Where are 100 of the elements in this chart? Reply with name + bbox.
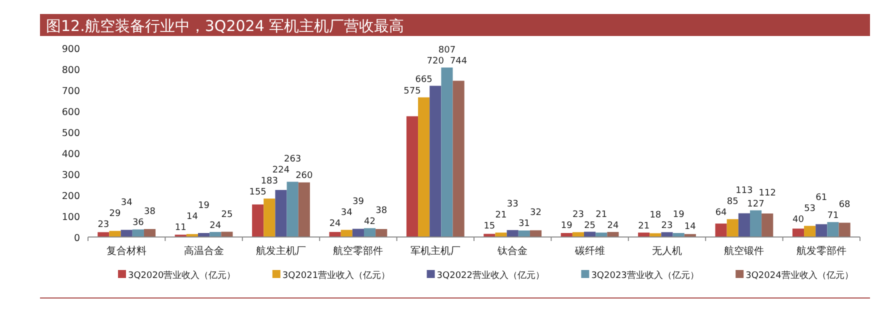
bar	[98, 232, 110, 237]
data-label: 113	[736, 186, 753, 196]
bar	[607, 232, 619, 237]
data-label: 155	[249, 188, 266, 198]
x-tick-label: 复合材料	[106, 245, 147, 257]
data-label: 24	[210, 220, 222, 231]
data-label: 744	[450, 56, 468, 67]
bar	[340, 230, 352, 237]
bar	[650, 233, 662, 237]
bar	[715, 224, 727, 237]
bar	[430, 86, 442, 237]
data-label: 224	[272, 166, 290, 176]
bar	[418, 97, 430, 237]
data-label: 24	[329, 218, 342, 229]
data-label: 19	[672, 210, 685, 220]
data-label: 29	[109, 208, 122, 219]
x-tick-label: 无人机	[652, 245, 682, 257]
bar	[738, 213, 750, 237]
bar	[120, 230, 132, 237]
bar	[364, 228, 376, 237]
x-tick-label: 航发主机厂	[256, 245, 306, 257]
data-label: 575	[404, 86, 421, 96]
x-tick-label: 钛合金	[496, 245, 528, 257]
data-label: 21	[495, 210, 507, 221]
bar	[762, 213, 774, 237]
data-label: 34	[340, 208, 353, 218]
data-label: 19	[560, 221, 573, 232]
bar	[406, 116, 418, 237]
y-tick-label: 200	[62, 191, 80, 202]
bar	[286, 182, 298, 237]
data-label: 53	[804, 204, 816, 214]
bar	[792, 228, 804, 237]
data-label: 25	[221, 210, 233, 220]
data-label: 19	[198, 201, 210, 212]
bar	[298, 182, 310, 237]
bar	[132, 229, 144, 237]
y-tick-label: 100	[62, 212, 80, 223]
data-label: 21	[596, 210, 608, 220]
y-tick-label: 600	[62, 107, 80, 118]
data-label: 11	[174, 223, 186, 234]
data-label: 23	[98, 220, 110, 230]
data-label: 18	[650, 210, 662, 221]
data-label: 85	[726, 197, 738, 208]
y-tick-label: 500	[62, 128, 80, 139]
x-tick-label: 航空锻件	[724, 245, 764, 257]
y-tick-label: 0	[74, 233, 80, 244]
bar	[518, 230, 530, 237]
x-tick-label: 高温合金	[184, 245, 224, 257]
data-label: 260	[296, 170, 314, 181]
data-label: 71	[827, 211, 839, 222]
data-label: 38	[144, 207, 156, 218]
y-tick-label: 300	[62, 170, 80, 181]
y-tick-label: 900	[62, 44, 80, 55]
y-tick-label: 700	[62, 86, 80, 97]
data-label: 61	[816, 192, 828, 203]
data-label: 23	[572, 210, 584, 220]
data-label: 33	[506, 200, 518, 210]
bar	[661, 232, 673, 237]
data-label: 807	[438, 46, 456, 56]
data-label: 38	[376, 206, 388, 216]
bar	[750, 210, 762, 237]
y-tick-label: 800	[62, 65, 80, 76]
data-label: 31	[518, 219, 530, 230]
data-label: 42	[364, 217, 376, 228]
data-label: 720	[426, 56, 444, 67]
bar	[144, 229, 156, 237]
bar	[506, 230, 518, 237]
data-label: 64	[715, 208, 728, 218]
bar	[275, 190, 287, 237]
data-label: 14	[684, 222, 696, 232]
bar	[596, 232, 608, 237]
data-label: 665	[415, 74, 432, 85]
data-label: 183	[260, 176, 278, 187]
data-label: 112	[758, 188, 776, 198]
x-tick-label: 军机主机厂	[410, 245, 460, 257]
legend-label: 3Q2023营业收入（亿元）	[591, 270, 699, 281]
data-label: 15	[484, 222, 496, 232]
bar	[816, 224, 828, 237]
bar	[252, 204, 264, 237]
bar	[572, 232, 584, 237]
data-label: 24	[607, 220, 619, 231]
bar	[638, 232, 650, 237]
x-tick-label: 航空零部件	[333, 245, 384, 257]
chart-title: 图12.航空装备行业中，3Q2024 军机主机厂营收最高	[46, 17, 404, 35]
data-label: 14	[186, 212, 198, 222]
bar	[352, 228, 364, 237]
bar	[495, 232, 507, 237]
y-tick-label: 400	[62, 149, 80, 160]
data-label: 34	[120, 198, 133, 208]
legend-label: 3Q2022营业收入（亿元）	[436, 270, 545, 281]
x-tick-label: 航发零部件	[796, 245, 846, 257]
data-label: 36	[132, 218, 144, 228]
x-tick-label: 碳纤维	[574, 245, 605, 257]
data-label: 263	[284, 154, 302, 165]
bar	[827, 222, 839, 237]
data-label: 68	[838, 200, 851, 210]
bar	[441, 68, 453, 237]
data-label: 127	[747, 199, 764, 210]
data-label: 40	[792, 214, 804, 225]
bar	[109, 230, 121, 237]
